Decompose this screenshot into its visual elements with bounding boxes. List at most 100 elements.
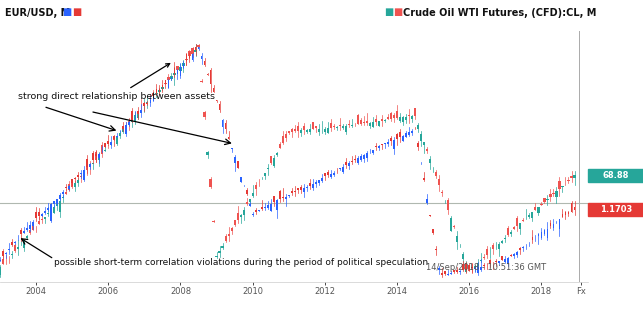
Bar xyxy=(71,179,73,183)
Bar xyxy=(498,261,500,263)
Bar xyxy=(104,150,106,151)
Bar xyxy=(107,141,109,144)
Bar xyxy=(495,261,497,262)
Bar xyxy=(507,228,509,234)
Bar xyxy=(159,89,160,91)
Bar xyxy=(147,103,149,104)
Bar xyxy=(468,268,470,271)
Bar xyxy=(390,138,392,141)
Bar xyxy=(41,218,43,220)
Bar xyxy=(59,195,61,199)
Bar xyxy=(176,66,179,70)
Bar xyxy=(219,105,221,110)
Bar xyxy=(327,128,329,133)
Bar xyxy=(47,213,50,214)
Bar xyxy=(2,259,4,264)
Bar xyxy=(511,232,512,233)
Bar xyxy=(550,223,551,226)
Bar xyxy=(408,115,410,116)
Bar xyxy=(300,187,302,190)
Bar xyxy=(505,259,506,262)
Bar xyxy=(366,121,368,123)
Bar xyxy=(264,207,266,208)
Bar xyxy=(41,213,43,216)
Bar xyxy=(194,50,197,52)
Bar xyxy=(471,267,473,268)
Bar xyxy=(255,210,257,213)
Bar xyxy=(8,249,10,250)
Bar xyxy=(23,240,25,248)
Bar xyxy=(32,222,34,226)
Bar xyxy=(315,182,317,184)
Bar xyxy=(426,149,428,151)
Bar xyxy=(129,122,131,125)
Bar xyxy=(511,255,512,256)
Text: 1.1703: 1.1703 xyxy=(599,205,632,214)
Bar xyxy=(240,177,242,182)
Bar xyxy=(83,172,86,173)
Bar xyxy=(110,143,113,145)
Bar xyxy=(520,223,521,229)
Bar xyxy=(197,47,199,49)
Bar xyxy=(559,219,560,228)
Bar xyxy=(56,199,58,204)
Bar xyxy=(399,131,401,137)
Bar xyxy=(224,123,226,129)
Bar xyxy=(568,212,570,214)
Bar xyxy=(86,166,88,170)
Bar xyxy=(143,103,145,106)
Bar xyxy=(267,205,269,208)
Bar xyxy=(438,179,440,185)
Bar xyxy=(273,158,275,166)
Bar xyxy=(396,111,398,118)
Bar xyxy=(547,228,548,238)
Bar xyxy=(300,130,302,133)
Bar xyxy=(387,142,389,145)
Bar xyxy=(92,163,95,164)
Bar xyxy=(321,178,323,181)
Bar xyxy=(35,212,37,218)
Bar xyxy=(384,143,386,144)
Bar xyxy=(93,153,94,160)
Bar xyxy=(32,223,34,230)
Bar xyxy=(450,273,452,274)
Bar xyxy=(498,244,500,249)
Bar xyxy=(23,231,25,233)
Bar xyxy=(104,143,106,147)
Bar xyxy=(282,136,284,143)
Bar xyxy=(312,184,314,188)
Bar xyxy=(56,204,59,206)
Bar xyxy=(77,180,79,183)
Bar xyxy=(345,126,347,132)
Bar xyxy=(570,203,572,212)
Text: Crude Oil WTI Futures, (CFD):CL, M: Crude Oil WTI Futures, (CFD):CL, M xyxy=(403,8,597,18)
Bar xyxy=(65,192,68,193)
Bar xyxy=(468,265,470,269)
Bar xyxy=(471,267,473,268)
Bar xyxy=(285,134,287,138)
Bar xyxy=(342,167,344,172)
Text: EUR/USD, M: EUR/USD, M xyxy=(5,8,70,18)
Bar xyxy=(156,89,158,95)
Bar xyxy=(210,70,212,84)
Bar xyxy=(426,199,428,203)
Bar xyxy=(303,126,305,130)
Bar xyxy=(273,196,275,202)
Bar xyxy=(570,177,573,178)
Bar xyxy=(137,112,140,118)
Bar xyxy=(246,190,248,194)
Bar xyxy=(44,211,46,213)
Text: possible short-term correlation violations during the period of political specul: possible short-term correlation violatio… xyxy=(54,258,428,267)
Bar xyxy=(11,242,13,245)
Bar xyxy=(381,144,383,145)
Bar xyxy=(327,172,329,175)
Bar xyxy=(131,111,133,120)
Bar xyxy=(514,254,515,256)
Bar xyxy=(531,213,534,218)
Bar xyxy=(348,163,350,166)
Bar xyxy=(387,117,389,119)
Bar xyxy=(183,64,185,68)
Bar xyxy=(134,115,136,121)
Text: ■: ■ xyxy=(62,7,71,17)
Bar xyxy=(396,134,398,139)
